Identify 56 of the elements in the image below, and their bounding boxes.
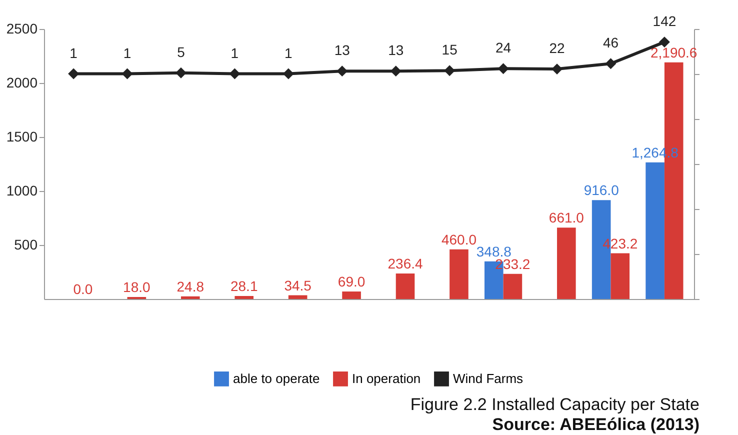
data-label: 24 bbox=[496, 40, 512, 56]
legend-label: able to operate bbox=[233, 370, 320, 386]
data-label: 28.1 bbox=[230, 278, 258, 294]
data-label: 18.0 bbox=[123, 279, 150, 296]
data-label: 348.8 bbox=[476, 243, 512, 260]
bar bbox=[288, 295, 308, 299]
text: Figure 2.2 Installed Capacity per State bbox=[410, 395, 700, 414]
point bbox=[122, 68, 133, 80]
legend-label: In operation bbox=[352, 370, 421, 386]
source-note: Source: ABEEólica (2013) bbox=[492, 415, 700, 434]
point bbox=[444, 65, 456, 76]
point bbox=[552, 64, 562, 75]
y-tick-label: 500 bbox=[14, 236, 38, 252]
point bbox=[498, 63, 509, 74]
data-label: 13 bbox=[388, 42, 404, 58]
bar bbox=[503, 274, 522, 299]
point bbox=[229, 68, 240, 80]
data-label: 1 bbox=[230, 44, 239, 61]
data-label: 2,190.6 bbox=[650, 44, 698, 60]
data-label: 46 bbox=[602, 34, 619, 51]
y-tick-label: 2000 bbox=[6, 74, 38, 90]
data-label: 15 bbox=[442, 42, 458, 58]
bar bbox=[646, 162, 664, 299]
data-label: 13 bbox=[334, 42, 350, 58]
point bbox=[658, 36, 670, 48]
data-label: 24.8 bbox=[176, 278, 204, 294]
point bbox=[336, 66, 348, 77]
point bbox=[282, 68, 294, 80]
bar bbox=[450, 249, 468, 299]
data-label: 34.5 bbox=[284, 277, 312, 294]
data-label: 1 bbox=[123, 44, 132, 61]
bar bbox=[180, 296, 200, 299]
data-label: 69.0 bbox=[338, 274, 366, 290]
bar bbox=[557, 228, 576, 299]
data-label: 22 bbox=[549, 40, 566, 56]
data-label: 1 bbox=[70, 44, 78, 61]
data-label: 661.0 bbox=[548, 210, 584, 226]
data-label: 142 bbox=[652, 13, 676, 30]
y-tick-label: 2500 bbox=[6, 20, 38, 36]
bar bbox=[396, 273, 415, 299]
point bbox=[390, 66, 402, 77]
y-tick-label: 1000 bbox=[6, 182, 38, 198]
data-label: 236.4 bbox=[388, 255, 423, 272]
bar bbox=[610, 253, 630, 299]
data-label: 1 bbox=[284, 44, 293, 61]
legend-label: Wind Farms bbox=[453, 370, 524, 386]
point bbox=[176, 67, 186, 78]
point bbox=[68, 68, 80, 80]
y-tick-label: 1500 bbox=[6, 128, 38, 144]
data-label: 916.0 bbox=[584, 182, 620, 198]
data-label: 5 bbox=[177, 44, 186, 60]
data-label: 460.0 bbox=[441, 231, 477, 248]
bar bbox=[342, 292, 361, 299]
data-label: 0.0 bbox=[73, 281, 93, 297]
point bbox=[605, 58, 616, 70]
bar bbox=[234, 296, 254, 299]
